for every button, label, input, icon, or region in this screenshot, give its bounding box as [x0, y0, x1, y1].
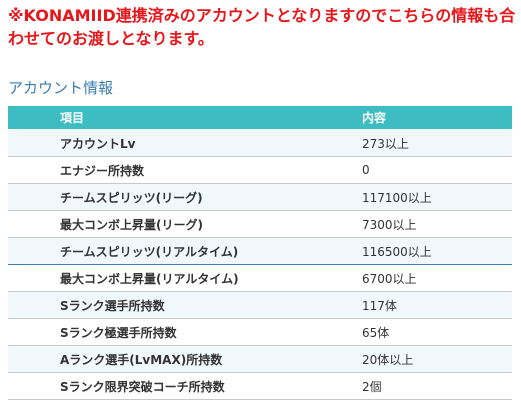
- row-item-label: 最大コンボ上昇量(リアルタイム): [8, 264, 362, 292]
- account-notice: ※KONAMIID連携済みのアカウントとなりますのでこちらの情報も合わせてのお渡…: [8, 6, 516, 48]
- table-row: 最大コンボ上昇量(リーグ) 7300以上: [8, 210, 512, 238]
- row-item-value: 2個: [362, 372, 512, 400]
- row-item-label: チームスピリッツ(リーグ): [8, 183, 362, 211]
- row-item-label: Aランク選手(LvMAX)所持数: [8, 345, 362, 373]
- table-row: エナジー所持数 0: [8, 156, 512, 184]
- column-header-item: 項目: [8, 106, 362, 130]
- table-row: Sランク限界突破コーチ所持数 2個: [8, 372, 512, 400]
- row-item-value: 6700以上: [362, 264, 512, 292]
- row-item-value: 117体: [362, 291, 512, 319]
- account-info-table: 項目 内容 アカウントLv 273以上 エナジー所持数 0 チームスピリッツ(リ…: [8, 106, 512, 400]
- row-item-label: アカウントLv: [8, 129, 362, 157]
- row-item-value: 65体: [362, 318, 512, 346]
- column-header-value: 内容: [362, 106, 512, 130]
- row-item-label: Sランク限界突破コーチ所持数: [8, 372, 362, 400]
- table-row: 最大コンボ上昇量(リアルタイム) 6700以上: [8, 264, 512, 292]
- row-item-label: チームスピリッツ(リアルタイム): [8, 237, 362, 265]
- row-item-label: エナジー所持数: [8, 156, 362, 184]
- table-row: Sランク極選手所持数 65体: [8, 318, 512, 346]
- table-row: チームスピリッツ(リーグ) 117100以上: [8, 183, 512, 211]
- row-item-label: Sランク選手所持数: [8, 291, 362, 319]
- row-item-value: 7300以上: [362, 210, 512, 238]
- table-row: Sランク選手所持数 117体: [8, 291, 512, 319]
- row-item-value: 116500以上: [362, 237, 512, 265]
- table-row: Aランク選手(LvMAX)所持数 20体以上: [8, 345, 512, 373]
- row-item-value: 117100以上: [362, 183, 512, 211]
- table-header-row: 項目 内容: [8, 106, 512, 130]
- table-row: チームスピリッツ(リアルタイム) 116500以上: [8, 237, 512, 265]
- row-item-label: 最大コンボ上昇量(リーグ): [8, 210, 362, 238]
- row-item-value: 273以上: [362, 129, 512, 157]
- section-title: アカウント情報: [8, 79, 114, 97]
- table-row: アカウントLv 273以上: [8, 129, 512, 157]
- row-item-value: 0: [362, 156, 512, 184]
- row-item-value: 20体以上: [362, 345, 512, 373]
- row-item-label: Sランク極選手所持数: [8, 318, 362, 346]
